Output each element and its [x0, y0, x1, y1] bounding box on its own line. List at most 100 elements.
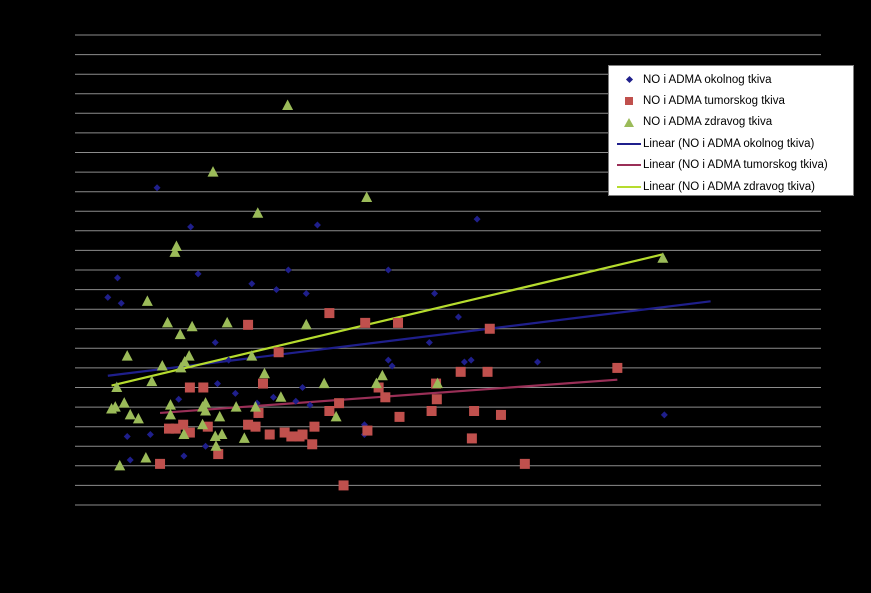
square-point — [338, 480, 349, 491]
legend-label: NO i ADMA zdravog tkiva — [643, 116, 773, 129]
square-point — [495, 409, 506, 420]
square-point — [243, 419, 254, 430]
triangle-point — [300, 318, 312, 330]
triangle-point — [432, 377, 444, 389]
square-marker-icon — [625, 97, 633, 106]
data-points — [104, 99, 669, 491]
diamond-point — [306, 401, 314, 409]
square-point — [264, 429, 275, 440]
diamond-point — [431, 290, 439, 297]
triangle-point — [156, 359, 168, 371]
diamond-point — [202, 442, 210, 450]
triangle-point — [370, 377, 382, 389]
diamond-point — [299, 384, 307, 391]
triangle-point — [210, 440, 222, 451]
triangle-point — [200, 397, 212, 408]
trendline — [111, 253, 664, 387]
line-marker-icon — [617, 185, 641, 188]
triangle-marker-icon — [624, 117, 634, 127]
triangle-point — [146, 375, 158, 387]
triangle-point — [657, 252, 669, 263]
triangle-point — [164, 408, 176, 420]
diamond-point — [473, 215, 481, 223]
diamond-point — [104, 293, 112, 301]
square-point — [307, 439, 318, 450]
legend-item: NO i ADMA okolnog tkiva — [615, 69, 849, 90]
square-point — [482, 366, 493, 377]
triangle-point — [207, 166, 219, 177]
diamond-point — [114, 274, 122, 282]
diamond-point — [454, 313, 462, 321]
triangle-point — [197, 418, 209, 430]
legend-label: Linear (NO i ADMA tumorskog tkiva) — [643, 159, 828, 172]
diamond-point — [534, 358, 542, 366]
diamond-point — [126, 456, 134, 464]
diamond-point — [269, 393, 277, 401]
legend-label: Linear (NO i ADMA okolnog tkiva) — [643, 137, 815, 150]
square-point — [297, 429, 308, 440]
diamond-point — [248, 280, 256, 288]
triangle-point — [175, 361, 187, 373]
square-point — [362, 425, 373, 436]
diamond-point — [123, 432, 131, 440]
square-point — [455, 366, 466, 377]
triangle-point — [124, 408, 136, 420]
legend-item: NO i ADMA tumorskog tkiva — [615, 90, 849, 111]
diamond-point — [313, 221, 321, 229]
diamond-point — [660, 411, 668, 419]
square-point — [250, 421, 261, 432]
gridlines — [75, 34, 821, 506]
diamond-point — [384, 266, 392, 274]
square-point — [309, 421, 320, 432]
triangle-point — [318, 377, 330, 389]
diamond-point — [180, 452, 188, 460]
diamond-point — [302, 290, 310, 297]
triangle-point — [169, 246, 181, 257]
line-marker-icon — [617, 164, 641, 167]
square-point — [163, 423, 174, 434]
square-point — [324, 308, 335, 319]
diamond-point — [231, 389, 239, 397]
square-point — [286, 431, 297, 442]
diamond-point — [467, 356, 475, 364]
triangle-point — [132, 412, 144, 424]
triangle-point — [330, 410, 342, 422]
triangle-point — [186, 320, 198, 332]
square-point — [155, 458, 166, 469]
square-point — [431, 394, 442, 405]
square-point — [202, 421, 213, 432]
diamond-point — [213, 380, 221, 388]
diamond-point — [194, 270, 202, 278]
diamond-point — [384, 356, 392, 364]
square-point — [279, 427, 290, 438]
diamond-point — [284, 266, 292, 274]
square-point — [178, 419, 189, 430]
triangle-point — [111, 381, 123, 392]
triangle-point — [109, 401, 121, 412]
triangle-point — [162, 316, 174, 328]
square-point — [198, 382, 209, 393]
triangle-point — [174, 328, 186, 340]
triangle-point — [164, 399, 176, 410]
triangle-point — [361, 191, 373, 203]
diamond-point — [425, 338, 433, 346]
triangle-point — [258, 367, 270, 379]
legend-item: NO i ADMA zdravog tkiva — [615, 112, 849, 133]
triangle-point — [252, 207, 264, 218]
triangle-point — [114, 459, 126, 471]
square-point — [324, 406, 335, 416]
triangle-point — [141, 295, 153, 306]
diamond-point — [146, 431, 154, 438]
triangle-point — [179, 356, 191, 367]
diamond-point — [292, 397, 300, 405]
square-point — [519, 458, 530, 469]
square-point — [360, 317, 371, 328]
triangle-point — [246, 350, 258, 361]
legend-item: Linear (NO i ADMA okolnog tkiva) — [615, 133, 849, 154]
triangle-point — [183, 350, 195, 361]
triangle-point — [238, 432, 250, 443]
square-point — [612, 362, 623, 373]
triangle-point — [140, 452, 152, 463]
square-point — [213, 449, 224, 460]
square-point — [380, 392, 391, 403]
